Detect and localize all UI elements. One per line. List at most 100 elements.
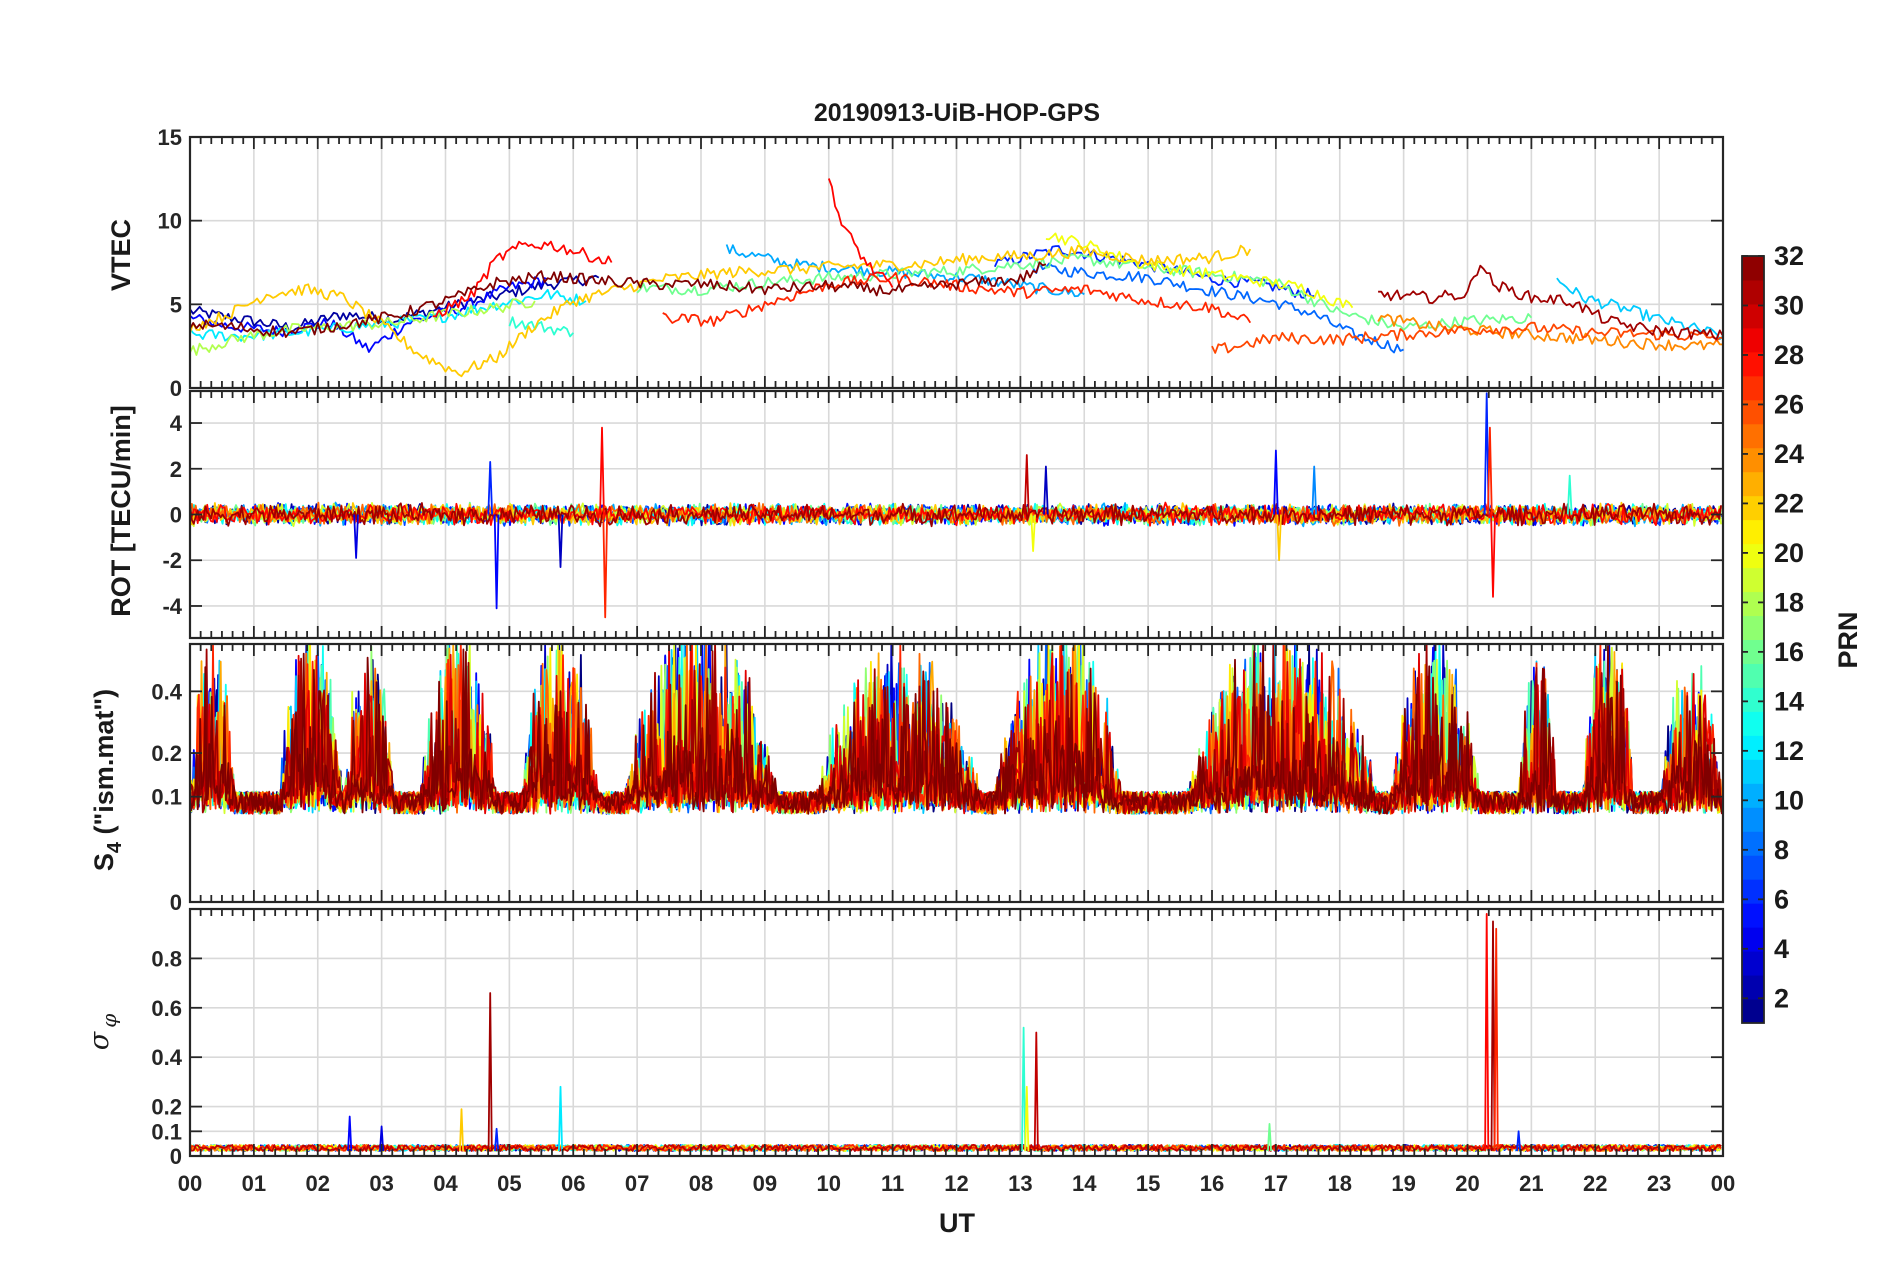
colorbar-swatch [1742,303,1764,329]
colorbar-swatch [1742,279,1764,305]
vtec-trace-prn-20 [1045,232,1354,309]
rot-spike [1030,514,1036,552]
rot-spike [1023,454,1030,515]
x-tick-label: 11 [881,1171,904,1196]
rot-spike [1487,426,1493,515]
x-tick-label: 03 [369,1171,393,1196]
vtec-trace-prn-14 [508,316,574,338]
rot-spike [1566,474,1573,515]
colorbar-tick-label: 16 [1774,637,1804,667]
sigma-spike [558,1085,563,1152]
rot-trace-prn-31 [190,502,1722,528]
x-tick-label: 23 [1647,1171,1671,1196]
colorbar-swatch [1742,399,1764,425]
rot-spike [557,514,564,568]
colorbar-swatch [1742,495,1764,521]
sigma-spike [1021,1026,1027,1152]
s4-trace-prn-32 [190,644,1723,815]
traces [190,392,1722,619]
y-axis-label-main: σ [84,1030,115,1050]
colorbar-tick-label: 18 [1774,587,1804,617]
y-tick-label: 0.4 [151,679,182,704]
colorbar-tick-label: 20 [1774,538,1804,568]
colorbar-label: PRN [1833,611,1863,668]
colorbar-swatch [1742,855,1764,880]
colorbar-tick-label: 8 [1774,835,1789,865]
vtec-trace-prn-11 [1556,277,1723,341]
traces [190,178,1723,378]
panel-sigma_phi: 00.10.2 0.4 0.6 0.8 σφ [84,907,1725,1169]
y-tick-label: 0 [170,890,182,915]
colorbar-swatch [1742,327,1764,353]
colorbar-tick-label: 26 [1774,389,1804,419]
x-axis: 00 01 02 03 04 05 06 07 08 09 10 11 12 13 14 15 16 17 18 19… [178,1171,1735,1196]
colorbar-tick-label: 22 [1774,488,1804,518]
colorbar-swatch [1742,831,1764,856]
y-axis-label-main: S [89,853,119,871]
x-ticks [189,391,1724,638]
chart-title: 20190913-UiB-HOP-GPS [814,99,1100,127]
y-ticks: -4 -2 0 2 4 [162,411,1723,619]
colorbar-tick-label: 2 [1774,983,1789,1013]
y-tick-label: 10 [158,209,182,234]
colorbar-tick-label: 12 [1774,736,1804,766]
colorbar-tick-label: 28 [1774,340,1804,370]
colorbar-swatch [1742,903,1764,928]
vtec-trace-prn-27 [662,271,1252,327]
y-tick-label: 0.1 [151,1119,182,1144]
x-tick-label: 15 [1136,1171,1160,1196]
colorbar-swatch [1742,639,1764,664]
x-tick-label: 01 [242,1171,266,1196]
y-tick-label: 2 [170,457,182,482]
colorbar-swatch [1742,783,1764,808]
rot-spike [487,461,493,515]
panel-s4: 0 0.1 0.2 0.4 S4 ("ism.mat") [89,642,1725,915]
colorbar-swatch [1742,711,1764,736]
colorbar-frame [1741,255,1765,1024]
x-tick-label: 07 [625,1171,649,1196]
y-tick-label: 0.2 [151,1095,182,1120]
x-tick-label: 10 [817,1171,841,1196]
colorbar-swatch [1742,735,1764,760]
y-tick-label: 0.1 [151,785,182,810]
sigma-spike [1024,1085,1030,1152]
sigma-spike [487,992,493,1152]
y-axis-label: S4 ("ism.mat") [89,689,126,871]
colorbar-swatch [1742,423,1764,449]
sigma-spike [379,1125,385,1152]
colorbar-swatch [1742,591,1764,617]
colorbar-swatch [1742,759,1764,784]
rot-spike [1311,465,1317,515]
y-tick-label: 0 [170,1144,182,1169]
vtec-trace-prn-10 [725,244,1085,298]
y-tick-label: 5 [170,292,182,317]
y-axis-label: ROT [TECU/min] [106,405,136,616]
vtec-trace-prn-8 [1032,262,1404,354]
y-tick-label: 0.2 [151,741,182,766]
x-ticks [189,137,1724,388]
x-tick-label: 22 [1583,1171,1607,1196]
y-tick-label: 0.8 [151,946,182,971]
rot-spike [1273,449,1279,515]
colorbar-tick-label: 6 [1774,884,1789,914]
y-axis-label: σφ [84,1014,121,1050]
sigma-spike [1033,1031,1039,1152]
colorbar-swatch [1742,375,1764,401]
x-tick-label: 09 [753,1171,777,1196]
rot-spike [1490,514,1496,598]
x-tick-label: 00 [1711,1171,1735,1196]
colorbar-swatch [1742,256,1764,281]
colorbar-swatch [1742,999,1764,1024]
colorbar-tick-label: 30 [1774,290,1804,320]
colorbar-swatch [1742,975,1764,1000]
colorbar-tick-label: 24 [1774,439,1804,469]
x-tick-label: 21 [1519,1171,1543,1196]
x-tick-label: 08 [689,1171,713,1196]
colorbar-tick-label: 32 [1774,241,1804,271]
x-tick-label: 12 [944,1171,968,1196]
vtec-trace-prn-16 [636,253,1533,331]
sigma-spike [494,1127,500,1152]
